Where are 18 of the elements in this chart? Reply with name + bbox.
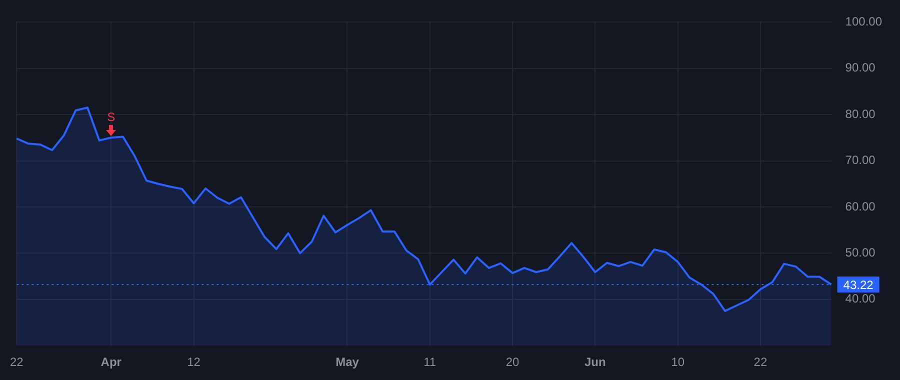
y-tick-label: 40.00 [845, 292, 876, 306]
x-tick-label: 10 [671, 355, 685, 370]
x-tick-label: May [336, 355, 360, 370]
x-tick-label: 12 [187, 355, 201, 370]
x-tick-label: Jun [584, 355, 606, 370]
y-tick-label: 100.00 [845, 14, 882, 28]
y-tick-label: 90.00 [845, 60, 876, 75]
y-tick-label: 60.00 [845, 199, 876, 214]
x-tick-label: 22 [754, 355, 768, 370]
x-tick-label: 20 [506, 355, 520, 370]
y-tick-label: 50.00 [845, 245, 876, 260]
x-tick-label: 11 [424, 355, 436, 370]
ref-line-label: 43.22 [843, 278, 874, 292]
annotation: S [107, 110, 116, 124]
x-tick-label: 22 [10, 355, 24, 370]
y-tick-label: 70.00 [845, 153, 876, 168]
y-tick-label: 80.00 [845, 106, 876, 121]
x-tick-label: Apr [100, 355, 122, 370]
